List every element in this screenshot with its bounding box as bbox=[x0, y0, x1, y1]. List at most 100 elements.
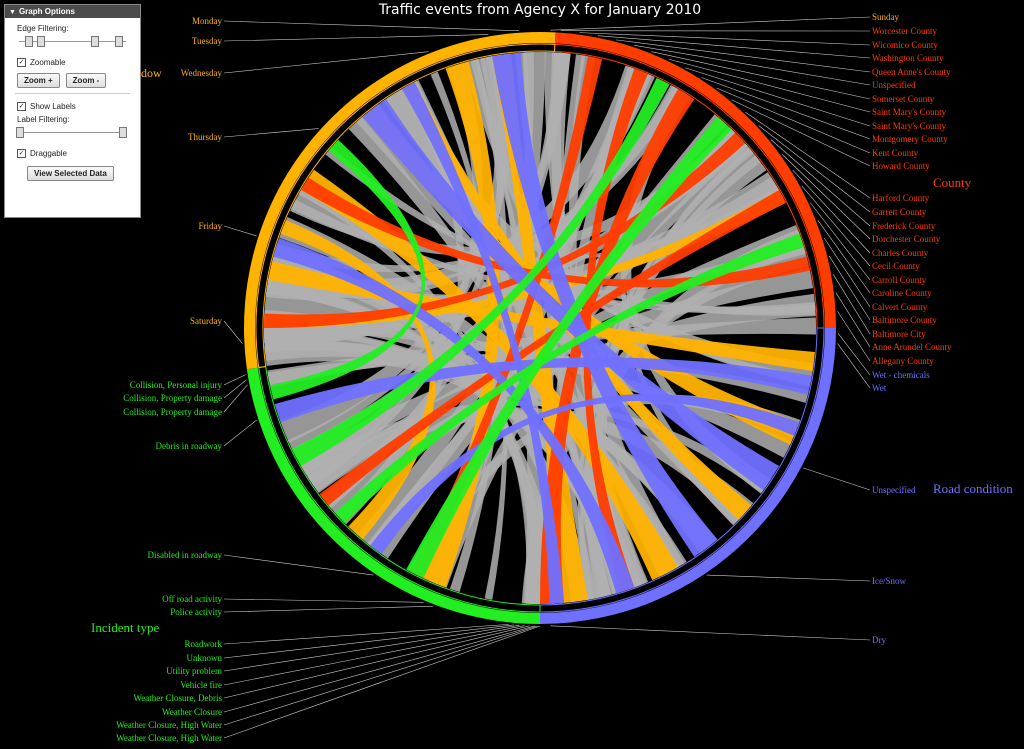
chord-ribbon[interactable] bbox=[300, 169, 678, 581]
check-icon[interactable]: ✓ bbox=[17, 102, 26, 111]
chord-ribbon[interactable] bbox=[268, 261, 815, 372]
leader-line bbox=[579, 32, 871, 46]
county-label: Charles County bbox=[872, 248, 929, 258]
leader-line bbox=[801, 186, 871, 267]
chord-ribbon[interactable] bbox=[334, 233, 804, 524]
chord-ribbon[interactable] bbox=[410, 56, 603, 579]
chord-ribbon[interactable] bbox=[402, 82, 565, 604]
slider-thumb[interactable] bbox=[115, 36, 123, 47]
graph-options-panel: ▼ Graph Options Edge Filtering: ✓ Zoomable… bbox=[4, 4, 141, 218]
chord-ribbon[interactable] bbox=[300, 177, 810, 288]
zoomable-checkbox[interactable]: ✓ Zoomable bbox=[17, 58, 140, 67]
leader-line bbox=[803, 467, 871, 491]
chord-ribbon[interactable] bbox=[274, 357, 812, 423]
chord-ribbon[interactable] bbox=[580, 229, 806, 600]
chord-ribbon[interactable] bbox=[430, 71, 508, 600]
slider-thumb[interactable] bbox=[25, 36, 33, 47]
view-selected-data-button[interactable]: View Selected Data bbox=[27, 166, 114, 181]
incident-label: Vehicle fire bbox=[180, 680, 222, 690]
chord-ribbon[interactable] bbox=[370, 393, 800, 555]
leader-line bbox=[758, 125, 871, 213]
leader-line bbox=[223, 625, 535, 713]
incident-label: Collision, Personal injury bbox=[130, 380, 223, 390]
chord-ribbon[interactable] bbox=[325, 293, 816, 520]
chord-ribbon[interactable] bbox=[480, 54, 548, 605]
county-label: Worcester County bbox=[872, 26, 938, 36]
slider-thumb[interactable] bbox=[119, 127, 127, 138]
incident-label: Police activity bbox=[170, 607, 222, 617]
chord-ribbon[interactable] bbox=[406, 116, 732, 579]
zoom-out-button[interactable]: Zoom - bbox=[65, 73, 107, 88]
leader-line bbox=[745, 111, 871, 199]
check-icon[interactable]: ✓ bbox=[17, 149, 26, 158]
leader-line bbox=[701, 77, 871, 140]
leader-line bbox=[597, 35, 871, 59]
group-label-road: Road condition bbox=[933, 481, 1013, 496]
panel-title: Graph Options bbox=[18, 7, 75, 16]
chord-ribbon[interactable] bbox=[492, 52, 718, 557]
leader-line bbox=[810, 202, 871, 281]
leader-line bbox=[223, 624, 520, 672]
panel-header[interactable]: ▼ Graph Options bbox=[5, 5, 140, 18]
leader-line bbox=[223, 625, 525, 686]
chord-ribbon[interactable] bbox=[279, 216, 687, 573]
leader-line bbox=[223, 225, 257, 237]
incident-label: Debris in roadway bbox=[156, 441, 223, 451]
group-arc-incident[interactable] bbox=[246, 367, 540, 624]
chord-ribbon[interactable] bbox=[307, 54, 507, 487]
chord-ribbon[interactable] bbox=[266, 240, 806, 303]
slider-thumb[interactable] bbox=[16, 127, 24, 138]
leader-line bbox=[828, 255, 871, 321]
road-label: Dry bbox=[872, 635, 886, 645]
county-label: Caroline County bbox=[872, 288, 932, 298]
group-ring[interactable] bbox=[243, 31, 836, 624]
day-label: Friday bbox=[199, 221, 223, 231]
road-label: Wet bbox=[872, 383, 887, 393]
incident-label: Weather Closure, High Water bbox=[116, 720, 222, 730]
chord-ribbon[interactable] bbox=[583, 68, 648, 592]
day-label: Monday bbox=[192, 16, 222, 26]
incident-label: Unknown bbox=[187, 653, 223, 663]
leader-line bbox=[731, 99, 871, 167]
draggable-checkbox[interactable]: ✓ Draggable bbox=[17, 149, 140, 158]
leader-line bbox=[668, 58, 871, 113]
county-label: Garrett County bbox=[872, 207, 927, 217]
chord-ribbon[interactable] bbox=[270, 139, 426, 400]
collapse-triangle-icon[interactable]: ▼ bbox=[9, 9, 16, 16]
county-label: Somerset County bbox=[872, 94, 935, 104]
leader-line bbox=[223, 598, 424, 603]
incident-label: Disabled in roadway bbox=[148, 550, 223, 560]
county-label: Anne Arundel County bbox=[872, 342, 952, 352]
label-leaders bbox=[223, 16, 871, 739]
chord-ribbon[interactable] bbox=[362, 99, 780, 491]
slider-thumb[interactable] bbox=[91, 36, 99, 47]
leader-line bbox=[550, 625, 871, 641]
chord-ribbon[interactable] bbox=[402, 82, 752, 520]
edge-filtering-slider[interactable] bbox=[19, 36, 126, 50]
leader-line bbox=[716, 87, 871, 154]
chord-ribbon[interactable] bbox=[264, 176, 784, 348]
check-icon[interactable]: ✓ bbox=[17, 58, 26, 67]
leader-line bbox=[837, 343, 871, 389]
leader-line bbox=[837, 333, 871, 376]
county-label: Allegany County bbox=[872, 356, 934, 366]
county-label: Montgomery County bbox=[872, 134, 948, 144]
chord-ribbon[interactable] bbox=[295, 268, 814, 474]
leader-line bbox=[223, 128, 319, 138]
chord-ribbon[interactable] bbox=[319, 190, 786, 506]
label-filtering-slider[interactable] bbox=[16, 127, 127, 141]
checkbox-label: Draggable bbox=[30, 149, 67, 158]
label-filtering-label: Label Filtering: bbox=[17, 115, 70, 124]
leader-line bbox=[223, 624, 509, 645]
show-labels-checkbox[interactable]: ✓ Show Labels bbox=[17, 102, 140, 111]
county-label: Calvert County bbox=[872, 302, 928, 312]
county-label: Saint Mary's County bbox=[872, 121, 947, 131]
leader-line bbox=[550, 16, 871, 31]
chord-ribbon[interactable] bbox=[367, 127, 748, 559]
chord-layer[interactable] bbox=[263, 52, 816, 605]
slider-thumb[interactable] bbox=[37, 36, 45, 47]
leader-line bbox=[837, 311, 871, 362]
day-label: Wednesday bbox=[181, 68, 223, 78]
zoom-in-button[interactable]: Zoom + bbox=[17, 73, 60, 88]
